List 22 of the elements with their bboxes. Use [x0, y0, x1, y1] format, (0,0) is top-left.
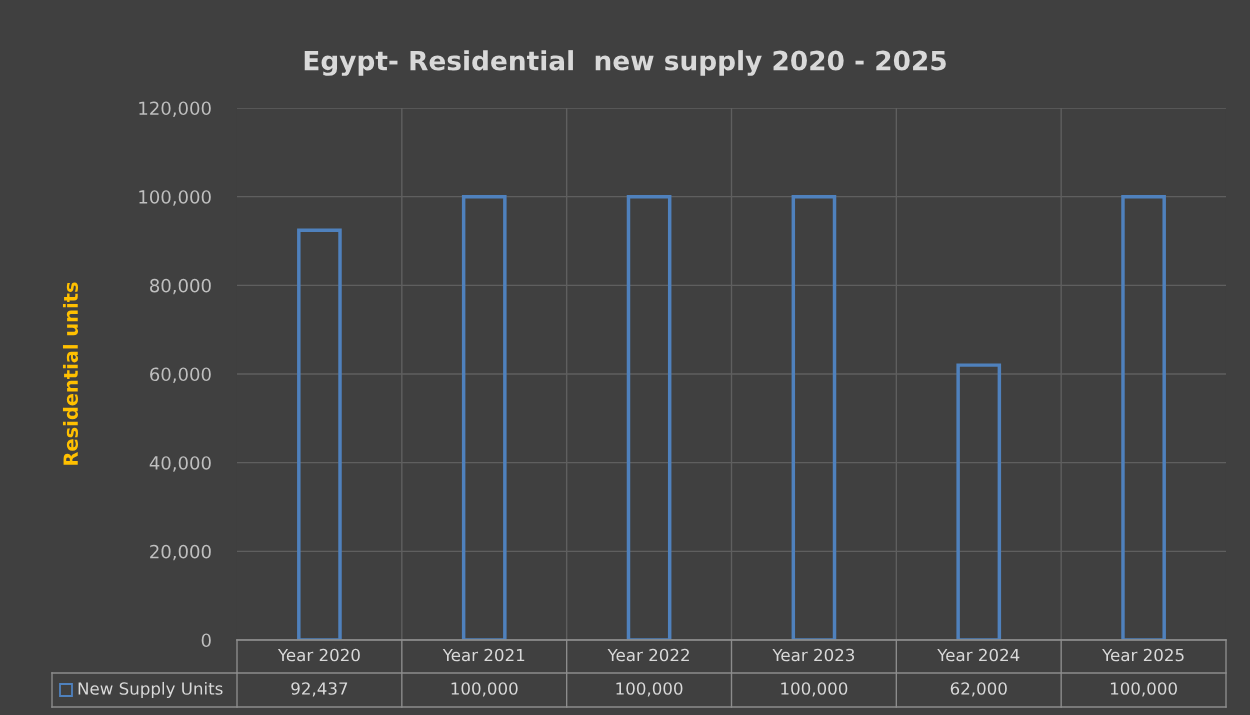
x-tick-label: Year 2025 [1102, 648, 1184, 662]
y-tick-label: 80,000 [150, 278, 211, 295]
legend-label: New Supply Units [78, 681, 223, 699]
x-tick-label: Year 2024 [937, 648, 1020, 662]
y-tick-label: 0 [201, 633, 211, 648]
chart-title: Egypt- Residential new supply 2020 - 2025 [304, 50, 946, 76]
y-tick-label: 40,000 [149, 456, 211, 472]
y-tick-label: 100,000 [139, 190, 211, 206]
y-axis-title: Residential units [62, 282, 79, 465]
data-label: 92,437 [291, 682, 348, 697]
data-label: 100,000 [451, 682, 518, 697]
x-tick-label: Year 2022 [607, 648, 689, 662]
y-tick-label: 120,000 [139, 101, 211, 117]
x-tick-label: Year 2021 [442, 648, 525, 662]
data-label: 100,000 [781, 682, 848, 697]
y-tick-label: 60,000 [150, 367, 211, 383]
data-label: 100,000 [1110, 682, 1177, 697]
y-tick-label: 20,000 [150, 544, 211, 561]
x-tick-label: Year 2023 [772, 648, 855, 662]
data-label: 100,000 [616, 682, 683, 697]
data-label: 62,000 [950, 682, 1007, 697]
x-tick-label: Year 2020 [277, 648, 360, 662]
